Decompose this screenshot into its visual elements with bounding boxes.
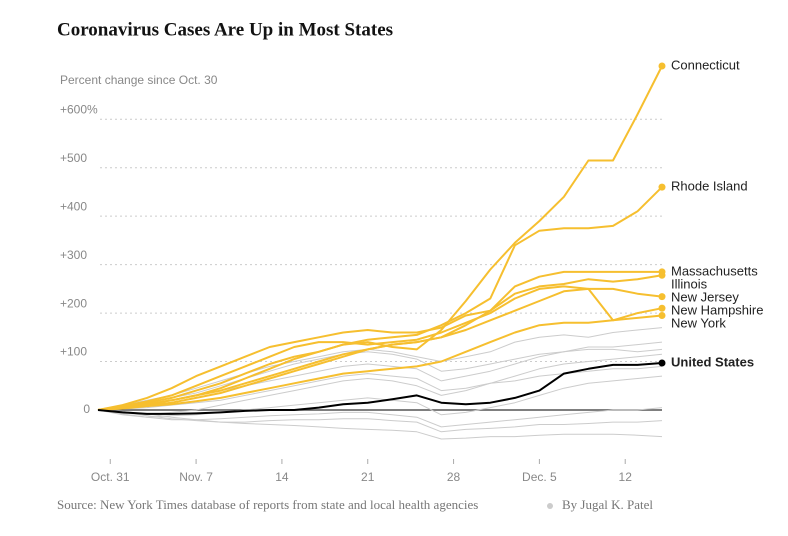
series-line: [97, 285, 663, 411]
byline: By Jugal K. Patel: [562, 497, 653, 512]
source: Source: New York Times database of repor…: [57, 497, 478, 512]
x-tick-label: Dec. 5: [522, 470, 557, 484]
series-label: United States: [671, 354, 754, 369]
subtitle: Percent change since Oct. 30: [60, 73, 218, 87]
y-tick-label: +600%: [60, 102, 98, 116]
y-tick-label: +100: [60, 345, 87, 359]
y-tick-label: +200: [60, 296, 87, 310]
y-tick-label: 0: [83, 402, 90, 416]
end-dot: [658, 271, 666, 279]
end-dot: [658, 183, 666, 191]
end-dot: [658, 62, 666, 70]
series-line: [97, 65, 663, 411]
series-line: [97, 186, 663, 411]
x-tick-label: Oct. 31: [91, 470, 130, 484]
series-label: Massachusetts: [671, 263, 758, 278]
series-line: [97, 409, 663, 433]
series-label: New York: [671, 315, 726, 330]
series-label: Connecticut: [671, 57, 740, 72]
series-line: [97, 287, 663, 411]
series-line: [97, 270, 662, 411]
series-label: Rhode Island: [671, 179, 748, 194]
series-label: New Jersey: [671, 289, 739, 304]
chart-title: Coronavirus Cases Are Up in Most States: [57, 19, 393, 40]
series-line: [97, 409, 663, 440]
end-dot: [658, 312, 666, 320]
series-label: New Hampshire: [671, 302, 763, 317]
series-line: [97, 327, 663, 411]
series-line: [97, 353, 663, 416]
x-tick-label: 12: [619, 470, 633, 484]
series-line: [97, 362, 663, 415]
end-dot: [658, 293, 666, 301]
end-dot: [658, 304, 666, 312]
x-tick-label: Nov. 7: [179, 470, 213, 484]
series-line: [97, 375, 663, 418]
series-label: Illinois: [671, 276, 708, 291]
x-tick-label: 14: [275, 470, 289, 484]
end-dot: [658, 359, 666, 367]
y-tick-label: +400: [60, 199, 87, 213]
separator: [547, 503, 553, 509]
x-tick-label: 21: [361, 470, 375, 484]
series-line: [97, 348, 663, 411]
series-line: [97, 274, 663, 411]
series-line: [97, 314, 663, 411]
y-tick-label: +300: [60, 248, 87, 262]
x-tick-label: 28: [447, 470, 461, 484]
y-tick-label: +500: [60, 151, 87, 165]
